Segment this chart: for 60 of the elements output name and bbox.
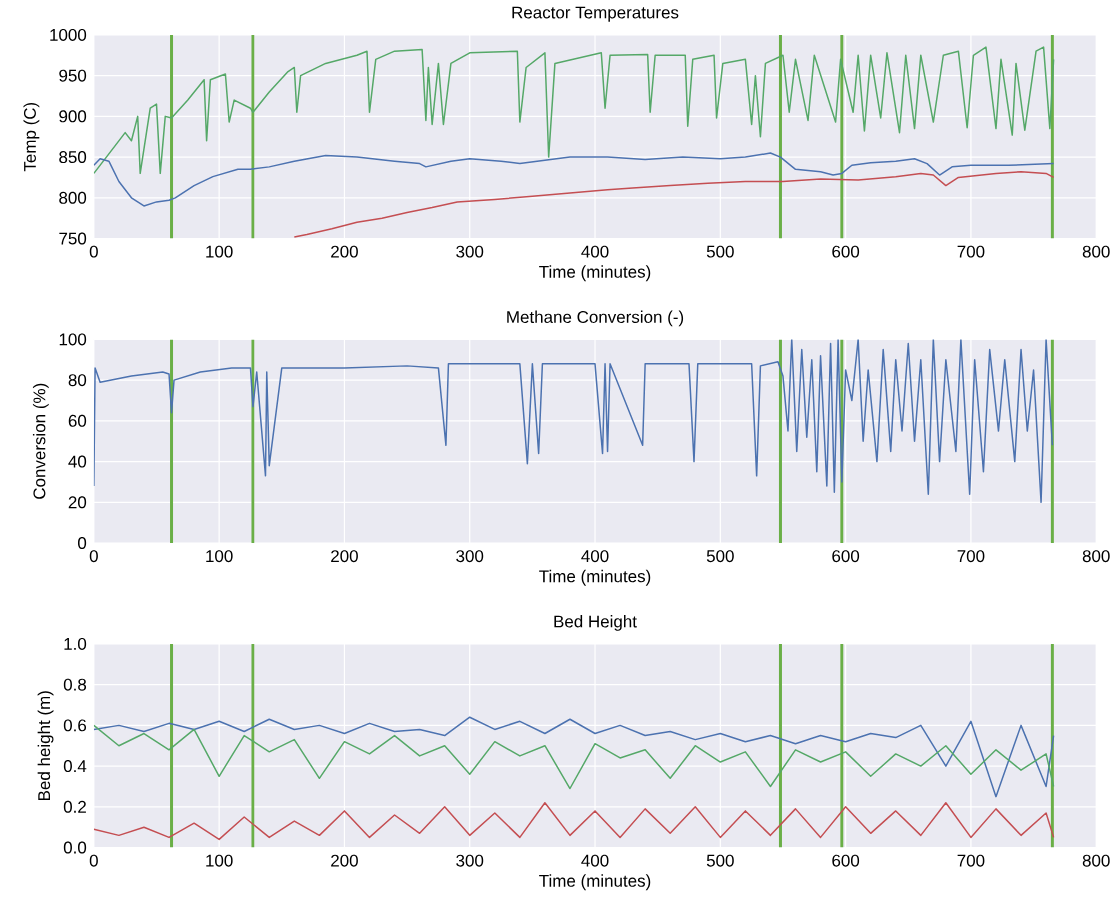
x-tick-label: 400: [581, 854, 609, 867]
chart-title: Reactor Temperatures: [512, 6, 679, 22]
line-series: [93, 339, 1054, 503]
line-series: [293, 170, 1055, 238]
x-tick-label: 200: [331, 549, 358, 562]
y-tick-label: 1000: [50, 28, 87, 41]
line-series: [93, 716, 1055, 798]
x-tick-label: 600: [832, 245, 860, 258]
x-tick-label: 700: [957, 854, 985, 867]
x-tick-label: 400: [581, 245, 609, 258]
y-tick-label: 950: [59, 69, 87, 82]
chart-title: Bed Height: [554, 614, 637, 631]
x-tick-label: 300: [456, 245, 484, 258]
x-tick-label: 800: [1082, 549, 1110, 562]
x-tick-label: 800: [1082, 245, 1110, 258]
x-tick-label: 200: [331, 245, 358, 258]
x-tick-label: 100: [206, 549, 233, 562]
y-tick-label: 1.0: [64, 637, 87, 650]
y-tick-label: 0.2: [63, 800, 86, 813]
x-tick-label: 500: [706, 549, 734, 562]
y-tick-label: 20: [68, 496, 87, 509]
line-series: [93, 801, 1055, 840]
x-axis-title: Time (minutes): [539, 874, 651, 890]
y-axis-title: Temp (C): [23, 102, 40, 172]
x-tick-label: 500: [706, 245, 734, 258]
y-axis-title: Conversion (%): [32, 383, 49, 499]
x-axis-title: Time (minutes): [539, 265, 651, 281]
x-tick-label: 700: [957, 549, 985, 562]
x-tick-label: 0: [89, 854, 98, 867]
y-tick-label: 0.0: [63, 841, 87, 854]
y-tick-label: 60: [68, 414, 87, 427]
y-tick-label: 40: [68, 455, 87, 468]
x-tick-label: 100: [206, 245, 233, 258]
line-series: [93, 46, 1055, 174]
x-tick-label: 500: [706, 854, 734, 867]
y-tick-label: 0: [78, 536, 87, 549]
x-tick-label: 600: [832, 549, 860, 562]
line-series: [93, 724, 1055, 790]
x-tick-label: 100: [206, 854, 233, 867]
y-tick-label: 80: [68, 373, 87, 386]
x-tick-label: 200: [331, 854, 358, 867]
y-tick-label: 0.4: [63, 759, 87, 772]
y-tick-label: 750: [59, 232, 87, 245]
x-tick-label: 400: [581, 549, 609, 562]
x-tick-label: 0: [89, 245, 98, 258]
chart-title: Methane Conversion (-): [507, 310, 684, 327]
x-tick-label: 300: [456, 549, 484, 562]
y-tick-label: 0.6: [63, 719, 87, 732]
y-tick-label: 850: [59, 150, 87, 163]
y-tick-label: 0.8: [63, 678, 87, 691]
x-tick-label: 300: [456, 854, 484, 867]
y-tick-label: 100: [59, 333, 87, 346]
x-axis-title: Time (minutes): [539, 569, 651, 586]
x-tick-label: 600: [832, 854, 860, 867]
y-tick-label: 900: [59, 110, 87, 123]
x-tick-label: 0: [89, 549, 98, 562]
x-tick-label: 800: [1082, 854, 1110, 867]
y-tick-label: 800: [59, 191, 87, 204]
y-axis-title: Bed height (m): [37, 690, 54, 800]
x-tick-label: 700: [957, 245, 985, 258]
